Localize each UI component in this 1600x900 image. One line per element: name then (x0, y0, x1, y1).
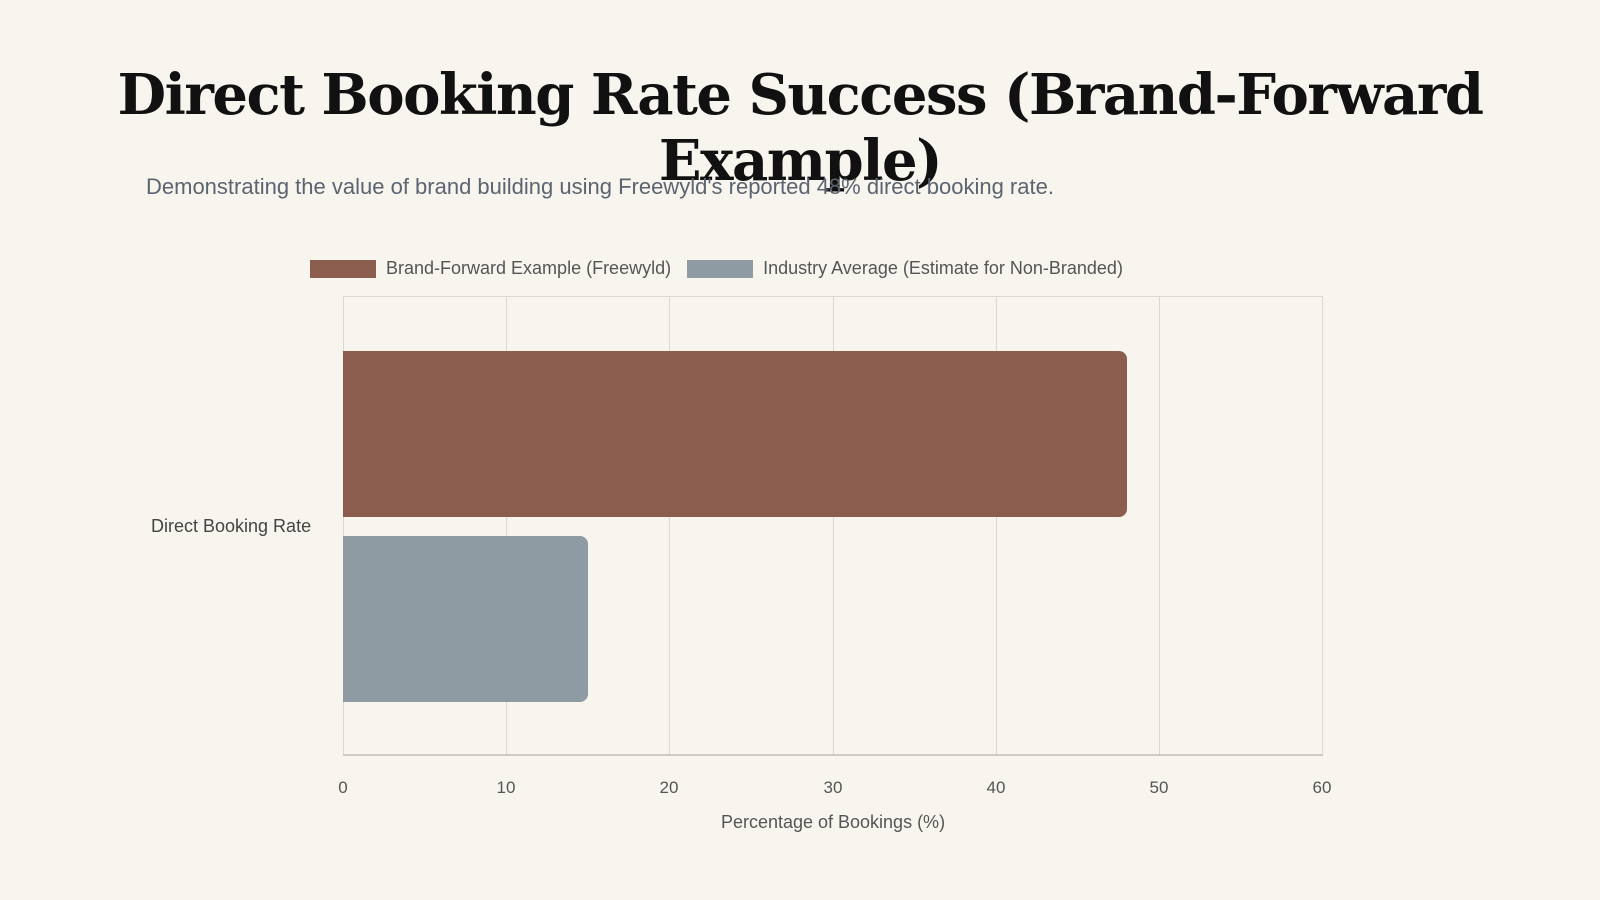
gridline (669, 296, 670, 756)
legend-item-brand-forward[interactable]: Brand-Forward Example (Freewyld) (310, 258, 671, 279)
gridline (1322, 296, 1323, 756)
gridline (996, 296, 997, 756)
chart-subtitle: Demonstrating the value of brand buildin… (146, 174, 1054, 199)
legend-label: Industry Average (Estimate for Non-Brand… (763, 258, 1123, 278)
gridline (343, 296, 344, 756)
bar-industry-average[interactable] (343, 536, 588, 702)
x-tick: 10 (496, 778, 516, 797)
x-tick: 50 (1149, 778, 1169, 797)
plot-area (343, 296, 1323, 756)
legend-swatch-brand (310, 259, 376, 278)
gridline (506, 296, 507, 756)
gridline (1159, 296, 1160, 756)
x-axis-line (343, 754, 1323, 756)
x-axis-title: Percentage of Bookings (%) (720, 812, 946, 832)
legend-swatch-industry (687, 259, 754, 278)
legend-label: Brand-Forward Example (Freewyld) (386, 258, 672, 278)
x-tick: 40 (986, 778, 1006, 797)
x-tick: 30 (823, 778, 843, 797)
legend-item-industry-average[interactable]: Industry Average (Estimate for Non-Brand… (687, 258, 1123, 279)
chart-title: Direct Booking Rate Success (Brand-Forwa… (117, 62, 1484, 194)
y-category-label: Direct Booking Rate (151, 516, 312, 536)
gridline (833, 296, 834, 756)
gridline-top (343, 296, 1323, 297)
x-tick: 20 (659, 778, 679, 797)
legend: Brand-Forward Example (Freewyld) Industr… (310, 258, 1139, 279)
x-tick: 60 (1312, 778, 1332, 797)
x-tick: 0 (338, 778, 348, 797)
bar-brand-forward[interactable] (343, 351, 1127, 517)
